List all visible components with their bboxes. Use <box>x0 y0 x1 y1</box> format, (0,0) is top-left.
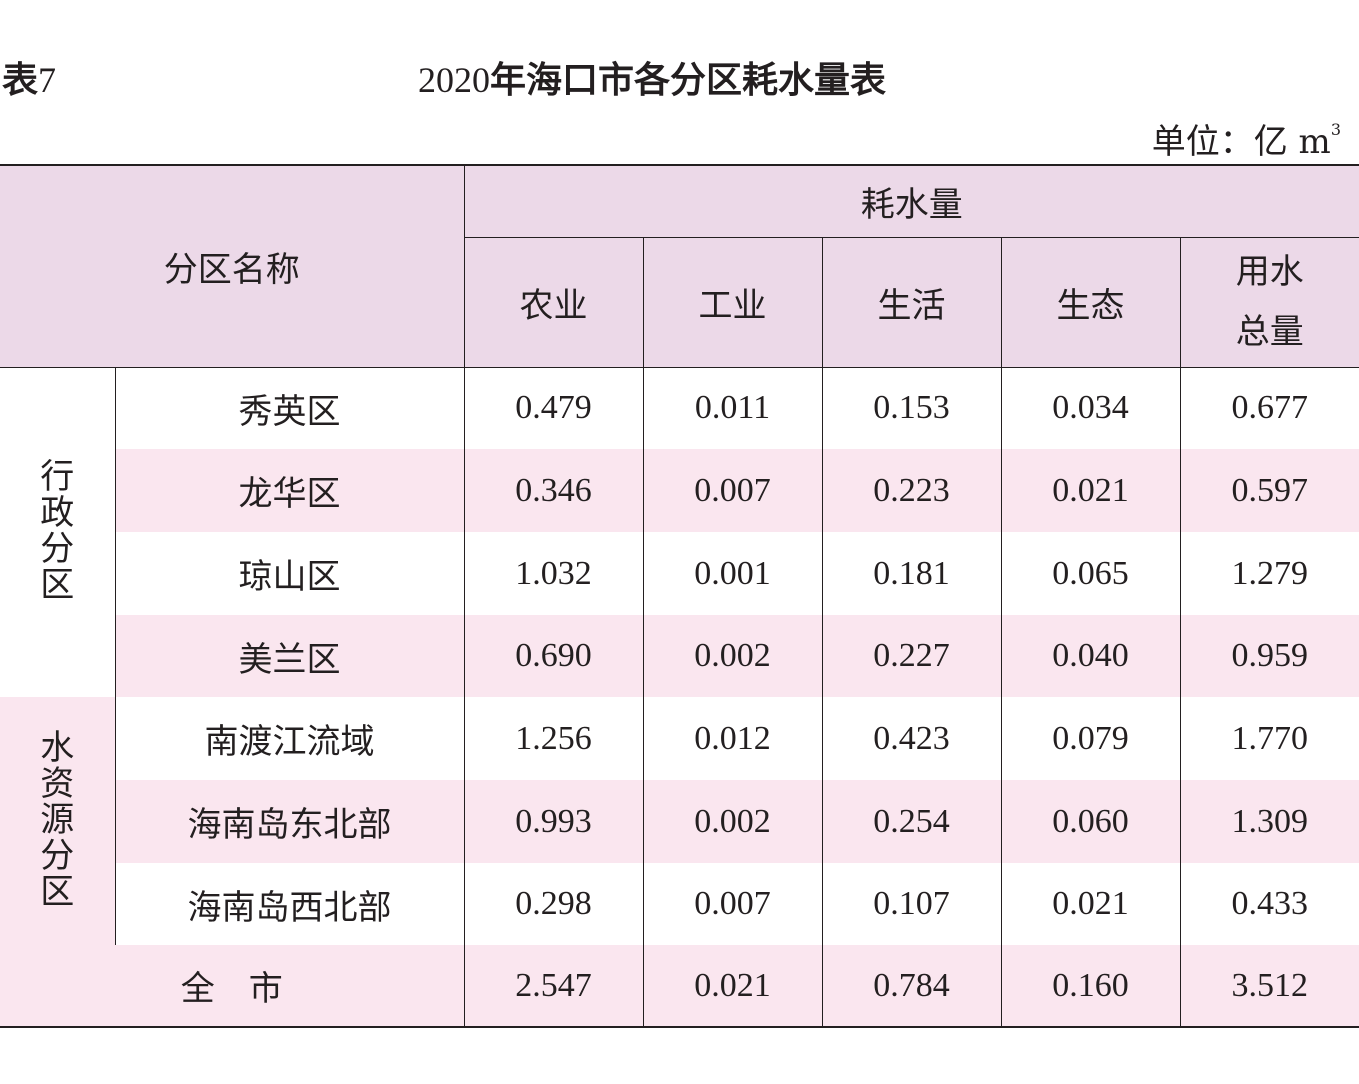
table-row: 海南岛西北部 0.298 0.007 0.107 0.021 0.433 <box>0 863 1359 945</box>
table-row: 行政分区 秀英区 0.479 0.011 0.153 0.034 0.677 <box>0 367 1359 697</box>
total-total: 3.512 <box>1180 945 1359 1027</box>
col-header-total: 用水 总量 <box>1180 237 1359 368</box>
col-header-industry: 工业 <box>643 237 823 368</box>
group-admin-label: 行政分区 <box>40 457 75 606</box>
total-row: 全 市 2.547 0.021 0.784 0.160 3.512 <box>0 945 1359 1027</box>
cell-agriculture: 1.032 <box>464 532 644 615</box>
cell-ecology: 0.065 <box>1001 532 1181 615</box>
col-header-total-line1: 用水 <box>1235 252 1304 292</box>
total-ecology: 0.160 <box>1001 945 1181 1027</box>
region-name-header: 分区名称 <box>0 165 465 368</box>
table-title-text: 年海口市各分区耗水量表 <box>490 60 887 101</box>
table-row: 龙华区 0.346 0.007 0.223 0.021 0.597 <box>0 449 1359 532</box>
col-header-ecology: 生态 <box>1001 237 1181 368</box>
table-title: 2020年海口市各分区耗水量表 <box>418 56 886 105</box>
cell-agriculture: 0.690 <box>464 615 644 697</box>
table-title-year: 2020 <box>418 60 490 100</box>
cell-industry: 0.012 <box>643 697 823 780</box>
cell-ecology: 0.034 <box>1001 367 1181 449</box>
row-name: 秀英区 <box>115 367 465 449</box>
cell-industry: 0.007 <box>643 449 823 532</box>
row-name: 琼山区 <box>115 532 465 615</box>
cell-domestic: 0.254 <box>822 780 1002 863</box>
cell-total: 0.959 <box>1180 615 1359 697</box>
consumption-header: 耗水量 <box>464 165 1359 238</box>
table-row: 海南岛东北部 0.993 0.002 0.254 0.060 1.309 <box>0 780 1359 863</box>
row-name: 南渡江流域 <box>115 697 465 780</box>
water-consumption-table: 分区名称 耗水量 农业 工业 生活 生态 用水总量 行政分区 秀英区 0.479… <box>0 164 1359 1028</box>
unit-superscript: 3 <box>1330 120 1341 139</box>
row-name: 海南岛西北部 <box>115 863 465 945</box>
cell-agriculture: 0.298 <box>464 863 644 945</box>
total-industry: 0.021 <box>643 945 823 1027</box>
row-name: 海南岛东北部 <box>115 780 465 863</box>
cell-total: 0.433 <box>1180 863 1359 945</box>
cell-agriculture: 0.479 <box>464 367 644 449</box>
cell-industry: 0.002 <box>643 615 823 697</box>
cell-ecology: 0.060 <box>1001 780 1181 863</box>
cell-total: 0.677 <box>1180 367 1359 449</box>
table-number-value: 7 <box>38 60 57 100</box>
row-name: 龙华区 <box>115 449 465 532</box>
table-row: 水资源分区 南渡江流域 1.256 0.012 0.423 0.079 1.77… <box>0 697 1359 945</box>
table-row: 美兰区 0.690 0.002 0.227 0.040 0.959 <box>0 615 1359 697</box>
cell-ecology: 0.021 <box>1001 863 1181 945</box>
col-header-domestic: 生活 <box>822 237 1002 368</box>
col-header-agriculture: 农业 <box>464 237 644 368</box>
col-header-total-line2: 总量 <box>1235 312 1304 352</box>
cell-agriculture: 1.256 <box>464 697 644 780</box>
header-row-1: 分区名称 耗水量 <box>0 165 1359 368</box>
cell-industry: 0.001 <box>643 532 823 615</box>
table-number: 表7 <box>2 56 56 105</box>
cell-domestic: 0.181 <box>822 532 1002 615</box>
cell-ecology: 0.040 <box>1001 615 1181 697</box>
cell-domestic: 0.153 <box>822 367 1002 449</box>
total-agriculture: 2.547 <box>464 945 644 1027</box>
total-domestic: 0.784 <box>822 945 1002 1027</box>
cell-ecology: 0.021 <box>1001 449 1181 532</box>
row-name: 美兰区 <box>115 615 465 697</box>
header-row-2: 农业 工业 生活 生态 用水总量 <box>0 237 1359 368</box>
group-water-label: 水资源分区 <box>40 728 75 912</box>
cell-total: 1.770 <box>1180 697 1359 780</box>
unit-text: 单位：亿 m <box>1151 122 1331 162</box>
group-admin-cell: 行政分区 <box>0 367 116 697</box>
cell-ecology: 0.079 <box>1001 697 1181 780</box>
cell-industry: 0.011 <box>643 367 823 449</box>
group-water-cell: 水资源分区 <box>0 697 116 945</box>
cell-total: 0.597 <box>1180 449 1359 532</box>
cell-total: 1.309 <box>1180 780 1359 863</box>
cell-industry: 0.002 <box>643 780 823 863</box>
cell-domestic: 0.423 <box>822 697 1002 780</box>
table-row: 琼山区 1.032 0.001 0.181 0.065 1.279 <box>0 532 1359 615</box>
total-row-name: 全 市 <box>0 945 465 1027</box>
cell-agriculture: 0.993 <box>464 780 644 863</box>
cell-domestic: 0.223 <box>822 449 1002 532</box>
cell-industry: 0.007 <box>643 863 823 945</box>
cell-agriculture: 0.346 <box>464 449 644 532</box>
cell-domestic: 0.107 <box>822 863 1002 945</box>
unit-label: 单位：亿 m3 <box>1152 107 1341 165</box>
cell-total: 1.279 <box>1180 532 1359 615</box>
cell-domestic: 0.227 <box>822 615 1002 697</box>
table-number-prefix: 表 <box>2 60 39 101</box>
